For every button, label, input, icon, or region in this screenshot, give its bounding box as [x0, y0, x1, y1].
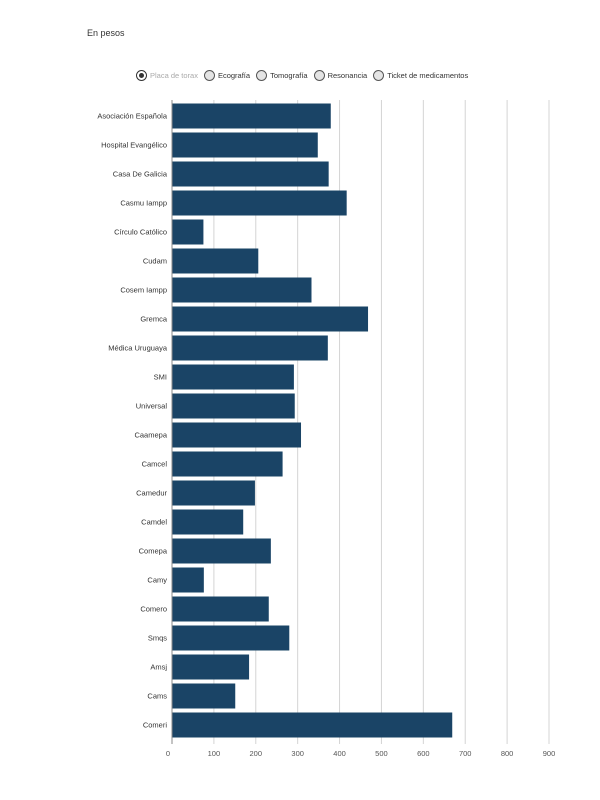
option-placa-de-torax[interactable]: Placa de torax: [136, 69, 198, 81]
x-tick-label: 200: [250, 749, 263, 758]
chart-subtitle: En pesos: [87, 28, 125, 38]
series-selector: Placa de torax Ecografía Tomografía Reso…: [136, 67, 474, 83]
option-label: Ecografía: [217, 70, 251, 80]
option-label: Resonancia: [327, 70, 368, 80]
bar: [172, 277, 312, 303]
category-label: Cudam: [143, 257, 167, 266]
x-tick-label: 0: [166, 749, 170, 758]
bar: [172, 161, 329, 187]
category-label: Smqs: [148, 634, 167, 643]
category-label: Caamepa: [134, 431, 167, 440]
category-label: Universal: [136, 402, 168, 411]
bar: [172, 248, 259, 274]
option-ticket-de-medicamentos[interactable]: Ticket de medicamentos: [373, 69, 469, 81]
bar: [172, 132, 318, 158]
bar: [172, 625, 290, 651]
category-label: Comepa: [139, 547, 168, 556]
category-label: Médica Uruguaya: [108, 344, 168, 353]
bar: [172, 364, 294, 390]
category-label: Gremca: [140, 315, 168, 324]
category-label: Cams: [147, 692, 167, 701]
radio-unchecked-icon[interactable]: [256, 69, 268, 81]
x-tick-label: 300: [291, 749, 304, 758]
option-label: Ticket de medicamentos: [387, 70, 469, 80]
option-label: Tomografía: [270, 70, 308, 80]
x-tick-label: 800: [501, 749, 514, 758]
bar: [172, 509, 244, 535]
category-label: Camdel: [141, 518, 167, 527]
bar: [172, 654, 250, 680]
bar: [172, 393, 295, 419]
option-tomografia[interactable]: Tomografía: [256, 69, 308, 81]
x-tick-label: 900: [543, 749, 556, 758]
category-label: Amsj: [150, 663, 167, 672]
bar: [172, 190, 347, 216]
radio-unchecked-icon[interactable]: [313, 69, 325, 81]
category-label: Camy: [147, 576, 167, 585]
category-label: Camedur: [136, 489, 167, 498]
x-tick-label: 100: [208, 749, 221, 758]
bar: [172, 567, 204, 593]
option-label: Placa de torax: [150, 70, 198, 80]
bar: [172, 306, 369, 332]
bar: [172, 451, 283, 477]
category-label: Comeri: [143, 721, 168, 730]
x-tick-label: 600: [417, 749, 430, 758]
category-label: Comero: [140, 605, 167, 614]
bar: [172, 422, 302, 448]
category-label: Cosem Iampp: [120, 286, 167, 295]
bar: [172, 219, 204, 245]
bar: [172, 683, 236, 709]
x-tick-label: 700: [459, 749, 472, 758]
option-resonancia[interactable]: Resonancia: [313, 69, 368, 81]
bar: [172, 712, 453, 738]
option-ecografia[interactable]: Ecografía: [203, 69, 251, 81]
category-label: SMI: [154, 373, 167, 382]
bar: [172, 538, 271, 564]
category-label: Camcel: [142, 460, 168, 469]
category-label: Casa De Galicia: [113, 170, 168, 179]
category-label: Hospital Evangélico: [101, 141, 167, 150]
radio-unchecked-icon[interactable]: [203, 69, 215, 81]
category-label: Casmu Iampp: [120, 199, 167, 208]
bar: [172, 596, 269, 622]
category-label: Asociación Española: [97, 112, 167, 121]
category-label: Círculo Católico: [114, 228, 167, 237]
bar: [172, 103, 331, 129]
radio-unchecked-icon[interactable]: [373, 69, 385, 81]
x-tick-label: 400: [333, 749, 346, 758]
radio-checked-icon[interactable]: [136, 69, 147, 81]
x-tick-label: 500: [375, 749, 388, 758]
bar: [172, 480, 255, 506]
bar: [172, 335, 328, 361]
